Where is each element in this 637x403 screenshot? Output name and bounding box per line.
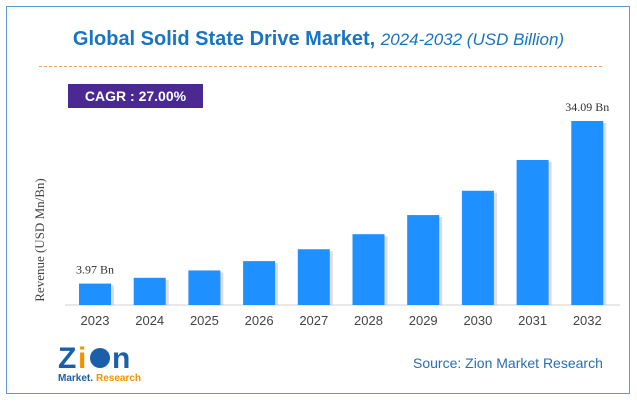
x-tick-label: 2023 [81,313,110,328]
svg-text:Research: Research [96,373,141,384]
chart-title: Global Solid State Drive Market, 2024-20… [72,28,565,50]
bar-2031 [516,159,549,305]
x-tick-label: 2032 [573,313,602,328]
zion-logo: Z i n Market. Research [58,342,141,384]
x-tick-label: 2030 [463,313,492,328]
cagr-badge: CAGR : 27.00% [68,84,203,108]
bar-2029 [407,215,440,305]
x-tick-label: 2031 [518,313,547,328]
data-label: 3.97 Bn [76,263,114,277]
data-label: 34.09 Bn [565,100,609,114]
svg-text:i: i [78,342,86,375]
bar-2028 [352,234,385,305]
chart-frame [6,6,630,394]
svg-text:Market.: Market. [58,373,93,384]
x-tick-label: 2029 [409,313,438,328]
bar-2030 [461,190,494,305]
divider [39,66,602,67]
bar-2024 [133,277,166,305]
bar-2026 [243,261,276,305]
chart-subtitle: 2024-2032 (USD Billion) [380,30,565,49]
bar-2023 [79,283,111,305]
bar-2025 [188,270,221,305]
x-tick-label: 2026 [245,313,274,328]
x-tick-label: 2027 [299,313,328,328]
bar-2032 [571,121,604,305]
x-tick-label: 2024 [135,313,164,328]
x-tick-label: 2028 [354,313,383,328]
x-tick-label: 2025 [190,313,219,328]
svg-text:Z: Z [58,342,76,375]
source-text: Source: Zion Market Research [413,355,603,371]
bar-2027 [297,249,330,305]
svg-text:n: n [112,342,130,375]
